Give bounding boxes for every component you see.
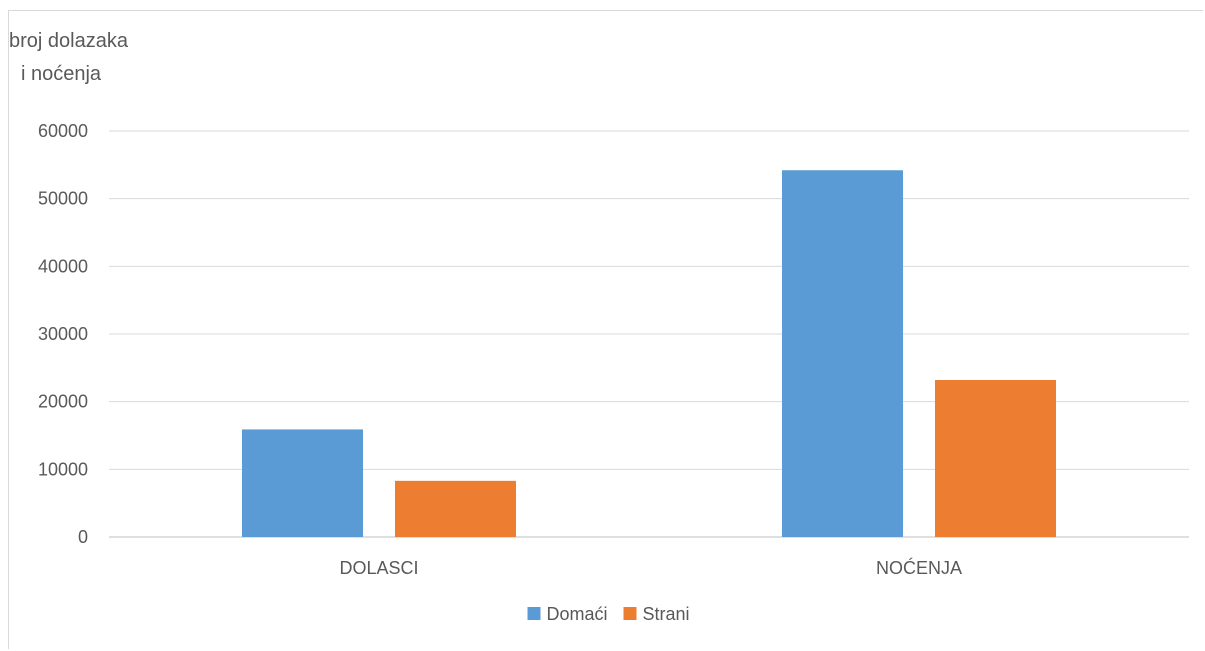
y-tick-label: 60000 [38, 121, 88, 141]
legend: Domaći Strani [527, 604, 690, 624]
y-axis-title: broj dolazaka i noćenja [9, 30, 129, 85]
y-axis-ticks: 0 10000 20000 30000 40000 50000 60000 [38, 121, 88, 547]
x-axis-categories: DOLASCI NOĆENJA [339, 557, 962, 578]
bar-strani-1 [935, 380, 1056, 537]
y-tick-label: 0 [78, 527, 88, 547]
chart-frame: broj dolazaka i noćenja 0 10000 20000 30000… [8, 10, 1203, 649]
legend-label: Domaći [547, 604, 608, 624]
y-tick-label: 40000 [38, 256, 88, 276]
y-axis-title-line-2: i noćenja [21, 63, 102, 85]
bar-doma-i-0 [242, 429, 363, 537]
bar-chart: broj dolazaka i noćenja 0 10000 20000 30000… [9, 30, 1189, 624]
y-tick-label: 50000 [38, 189, 88, 209]
legend-swatch [527, 607, 541, 620]
y-tick-label: 30000 [38, 324, 88, 344]
bars [242, 170, 1056, 537]
legend-swatch [623, 607, 637, 620]
bar-doma-i-1 [782, 170, 903, 537]
x-category-label: DOLASCI [339, 558, 418, 578]
y-tick-label: 10000 [38, 459, 88, 479]
legend-label: Strani [643, 604, 690, 624]
y-axis-title-line-1: broj dolazaka [9, 30, 129, 52]
x-category-label: NOĆENJA [876, 557, 962, 578]
y-tick-label: 20000 [38, 392, 88, 412]
bar-strani-0 [395, 480, 516, 537]
